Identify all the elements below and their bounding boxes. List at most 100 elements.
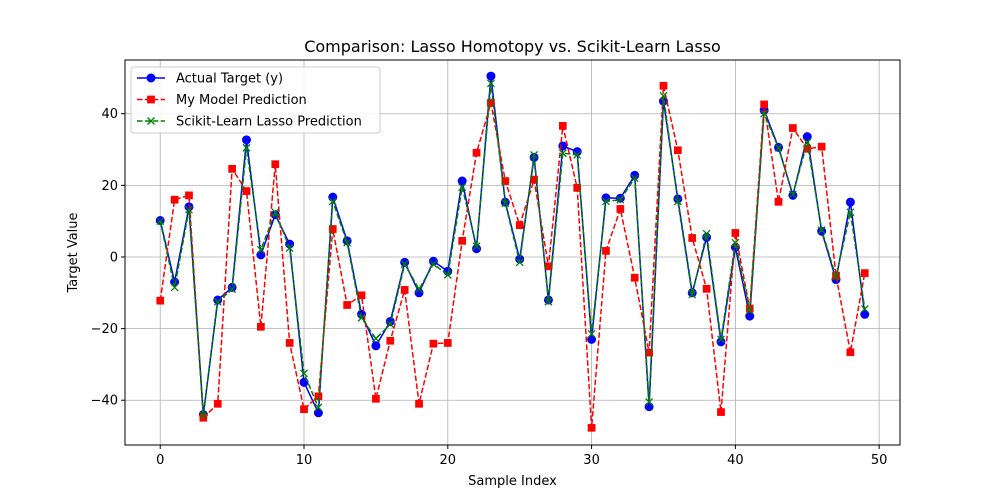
y-tick-label: 20 xyxy=(101,179,118,194)
data-point xyxy=(228,165,236,173)
x-tick-label: 30 xyxy=(583,453,600,468)
data-point xyxy=(299,377,309,387)
legend-label: My Model Prediction xyxy=(176,93,307,108)
data-point xyxy=(328,192,338,202)
data-point xyxy=(385,316,395,326)
data-point xyxy=(170,283,179,292)
data-point xyxy=(300,369,308,378)
data-point xyxy=(242,143,251,152)
data-point-stroke xyxy=(314,403,323,412)
data-point xyxy=(688,234,697,242)
data-point xyxy=(285,339,294,347)
data-point-stroke xyxy=(515,258,524,267)
data-point xyxy=(788,190,797,199)
data-point xyxy=(616,195,625,204)
data-point xyxy=(789,124,797,132)
data-point xyxy=(530,150,539,159)
legend-marker xyxy=(147,95,155,104)
data-point-stroke xyxy=(285,244,294,252)
data-point xyxy=(645,398,654,406)
data-point xyxy=(486,71,496,81)
data-point xyxy=(300,405,308,414)
data-point xyxy=(429,260,438,269)
data-point xyxy=(400,257,410,267)
data-point-stroke xyxy=(415,285,423,294)
data-point xyxy=(400,260,409,269)
data-point xyxy=(486,79,495,88)
data-point-stroke xyxy=(156,217,165,226)
data-point xyxy=(371,341,381,351)
legend-label: Scikit-Learn Lasso Prediction xyxy=(176,115,362,130)
data-point xyxy=(860,309,870,319)
data-point xyxy=(774,197,783,206)
data-point-stroke xyxy=(242,143,251,152)
data-point xyxy=(458,183,467,192)
data-point-stroke xyxy=(170,283,179,292)
data-point-stroke xyxy=(803,138,812,147)
data-point xyxy=(688,290,697,299)
data-point xyxy=(372,394,380,403)
data-point-stroke xyxy=(300,369,308,378)
x-tick-label: 50 xyxy=(871,453,888,468)
data-point xyxy=(429,339,438,348)
data-point xyxy=(156,296,165,305)
data-point xyxy=(400,286,409,294)
data-point-stroke xyxy=(558,149,567,158)
data-point-stroke xyxy=(213,297,222,306)
data-point xyxy=(371,334,380,343)
data-point xyxy=(271,208,280,217)
legend-frame xyxy=(130,66,381,134)
data-point xyxy=(558,149,567,158)
data-point xyxy=(501,177,510,185)
data-point-stroke xyxy=(386,320,395,329)
data-point-stroke xyxy=(185,205,193,214)
data-point-stroke xyxy=(702,229,711,238)
data-point xyxy=(817,226,826,235)
data-point xyxy=(199,411,208,420)
data-point xyxy=(257,322,265,331)
data-point xyxy=(587,334,597,344)
data-point xyxy=(386,320,395,329)
data-point-stroke xyxy=(501,199,510,208)
data-point xyxy=(472,148,481,157)
data-point-stroke xyxy=(458,183,467,192)
data-point xyxy=(213,399,222,408)
data-point-stroke xyxy=(328,197,337,206)
data-point xyxy=(256,245,265,254)
y-tick-label: −40 xyxy=(91,394,118,409)
data-point xyxy=(673,197,682,206)
data-point xyxy=(242,187,251,195)
data-point-stroke xyxy=(630,174,639,183)
data-point xyxy=(357,313,366,322)
data-point xyxy=(644,402,654,412)
y-tick-label: 0 xyxy=(110,250,118,265)
data-point-stroke xyxy=(573,150,582,159)
data-point xyxy=(573,184,582,192)
data-point xyxy=(328,197,337,206)
data-point xyxy=(458,237,467,245)
data-point xyxy=(587,423,596,432)
data-point xyxy=(616,205,625,213)
legend-marker xyxy=(147,117,155,125)
data-point xyxy=(702,229,711,238)
series-2 xyxy=(156,79,869,420)
x-tick-label: 0 xyxy=(156,453,164,468)
data-point-stroke xyxy=(760,109,769,118)
data-point xyxy=(213,295,223,305)
data-point xyxy=(659,91,668,100)
data-point-stroke xyxy=(472,242,481,251)
y-tick-label: −20 xyxy=(91,322,118,337)
series-1 xyxy=(156,81,869,432)
legend-label: Actual Target (y) xyxy=(176,72,283,87)
data-point xyxy=(415,399,423,408)
data-point-stroke xyxy=(846,208,855,217)
data-point xyxy=(860,269,869,277)
data-point xyxy=(457,176,467,186)
data-point xyxy=(846,348,855,357)
data-point xyxy=(515,221,524,229)
data-point xyxy=(674,146,682,155)
data-point xyxy=(241,135,251,145)
data-point xyxy=(717,408,725,416)
data-point-stroke xyxy=(774,143,783,152)
data-point xyxy=(846,208,855,217)
